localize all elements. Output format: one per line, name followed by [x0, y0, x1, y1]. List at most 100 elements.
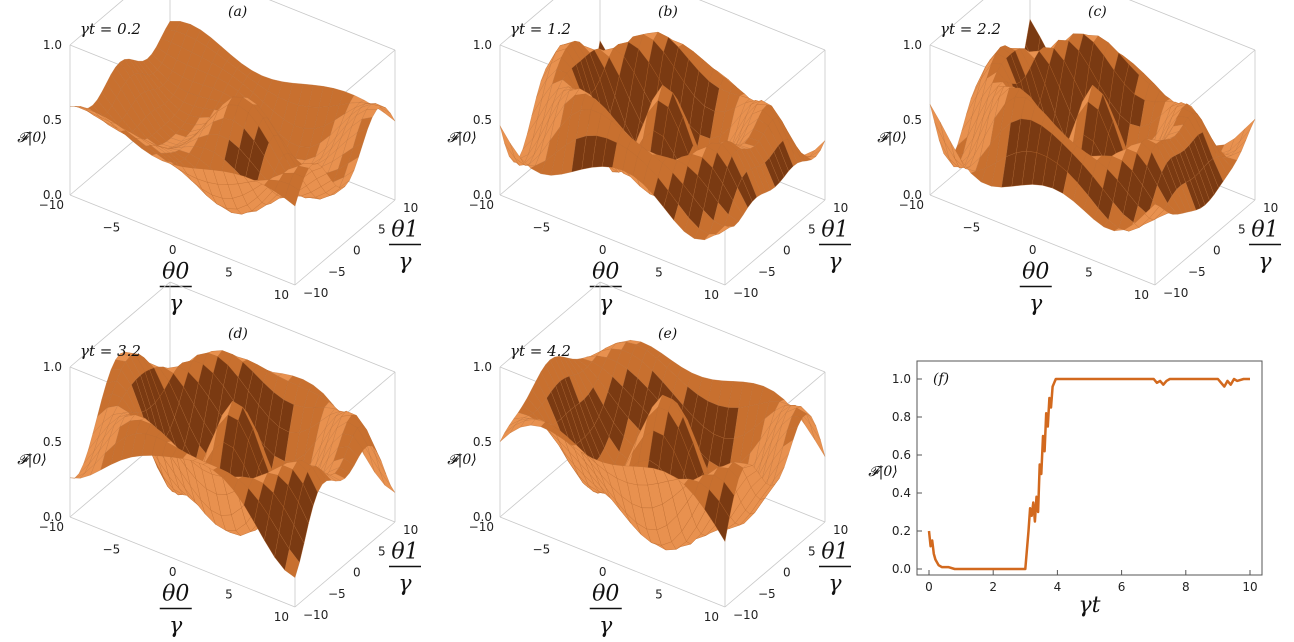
y-tick-label: −10 [303, 286, 328, 300]
z-tick-label: 0.0 [473, 510, 492, 524]
z-tick-label: 0.0 [43, 510, 62, 524]
y-axis-label-denominator: γ [398, 250, 412, 275]
box-edge-top [169, 281, 396, 373]
y-tick-label: 5 [378, 544, 386, 558]
box-edge-bottom [499, 516, 726, 608]
box-edge-top [599, 281, 826, 373]
x-tick-label: 5 [1085, 266, 1093, 280]
y-axis: −10−5 0 5 10 [303, 523, 418, 622]
box-edge-bottom [499, 194, 726, 286]
box-edge-bottom [69, 194, 296, 286]
x-tick-label: 5 [225, 588, 233, 602]
z-axis: 0.0 0.5 1.0 [43, 38, 62, 202]
y-tick-label: −10 [303, 608, 328, 622]
box-edge-top [499, 281, 601, 368]
box-edge-top [69, 281, 171, 368]
x-tick-label: 10 [1242, 580, 1257, 594]
surface-patch [284, 184, 300, 207]
x-tick-label: 10 [704, 610, 719, 624]
panel-label: (b) [658, 4, 678, 20]
panel-title: γt = 0.2 [80, 20, 141, 38]
z-tick-label: 0.5 [473, 113, 492, 127]
y-tick-label: 0.6 [892, 448, 911, 462]
z-tick-label: 0.0 [43, 188, 62, 202]
panel-label: (e) [658, 326, 677, 342]
surface-patch [810, 423, 826, 457]
y-tick-label: 5 [808, 544, 816, 558]
y-axis-label-numerator: θ1 [821, 218, 848, 243]
plot-frame [916, 360, 1263, 576]
box-edge-bottom [929, 194, 1156, 286]
x-tick-label: −5 [533, 221, 551, 235]
x-tick-label: 4 [1054, 580, 1062, 594]
surface-mesh [69, 350, 396, 578]
x-tick-label: 10 [274, 610, 289, 624]
x-tick-label: 5 [225, 266, 233, 280]
z-axis: 0.0 0.5 1.0 [43, 360, 62, 524]
surface-patch [499, 425, 515, 442]
y-tick-label: 0 [1213, 244, 1221, 258]
x-tick-label: 10 [704, 288, 719, 302]
surface-mesh [499, 31, 826, 241]
x-tick-label: −10 [899, 198, 924, 212]
y-axis-label: 𝓕|0⟩ [868, 464, 897, 480]
surface-patch [284, 548, 300, 578]
x-axis-label-denominator: γ [169, 614, 183, 639]
box-edge-top [268, 0, 396, 51]
panel-title: γt = 2.2 [940, 20, 1001, 38]
x-tick-label: 0 [169, 565, 177, 579]
z-tick-label: 1.0 [43, 360, 62, 374]
surface-patch [380, 106, 396, 122]
y-tick-label: −5 [328, 265, 346, 279]
panel-title: γt = 4.2 [510, 342, 571, 360]
x-tick-label: 0 [925, 580, 933, 594]
z-tick-label: 0.5 [473, 435, 492, 449]
box-edge-top [1128, 0, 1256, 51]
box-edge-bottom [69, 516, 296, 608]
y-axis: −10−5 0 5 10 [733, 201, 848, 300]
surface-mesh [499, 340, 826, 551]
z-tick-label: 1.0 [473, 38, 492, 52]
x-tick-label: −10 [469, 520, 494, 534]
box-edge-top [499, 0, 554, 46]
y-axis-label-denominator: γ [398, 572, 412, 597]
z-axis: 0.0 0.5 1.0 [473, 360, 492, 524]
x-tick-label: 10 [274, 288, 289, 302]
y-tick-label: 10 [403, 523, 418, 537]
y-axis-label-numerator: θ1 [391, 218, 418, 243]
x-tick-label: 5 [655, 266, 663, 280]
y-tick-label: −5 [758, 587, 776, 601]
y-tick-label: 0.8 [892, 410, 911, 424]
x-tick-label: −5 [533, 543, 551, 557]
y-tick-label: −5 [1188, 265, 1206, 279]
y-tick-label: −10 [1163, 286, 1188, 300]
y-tick-label: 5 [808, 222, 816, 236]
box-edge-bottom [1154, 199, 1256, 286]
x-tick-label: 0 [599, 565, 607, 579]
y-tick-label: 5 [378, 222, 386, 236]
x-axis: −10 −5 0 5 10 [469, 520, 719, 624]
y-tick-label: 0 [783, 566, 791, 580]
x-tick-label: 0 [1029, 243, 1037, 257]
x-tick-label: −5 [103, 221, 121, 235]
y-tick-label: 0 [353, 244, 361, 258]
surface-patch [1144, 203, 1160, 219]
z-tick-label: 0.0 [903, 188, 922, 202]
box-edge-bottom [724, 199, 826, 286]
y-tick-label: 5 [1238, 222, 1246, 236]
x-tick-label: 8 [1182, 580, 1190, 594]
x-axis-label-numerator: θ0 [592, 260, 619, 285]
x-axis-label-denominator: γ [1029, 292, 1043, 317]
z-axis-label: 𝓕|0⟩ [17, 452, 46, 468]
y-tick-label: −10 [733, 286, 758, 300]
z-axis-label: 𝓕|0⟩ [877, 130, 906, 146]
x-tick-label: 10 [1134, 288, 1149, 302]
y-tick-label: −10 [733, 608, 758, 622]
surface-mesh [929, 18, 1256, 232]
z-axis: 0.0 0.5 1.0 [473, 38, 492, 202]
y-axis-label-denominator: γ [828, 250, 842, 275]
y-axis: −10−5 0 5 10 [303, 201, 418, 300]
y-tick-label: 0.0 [892, 562, 911, 576]
